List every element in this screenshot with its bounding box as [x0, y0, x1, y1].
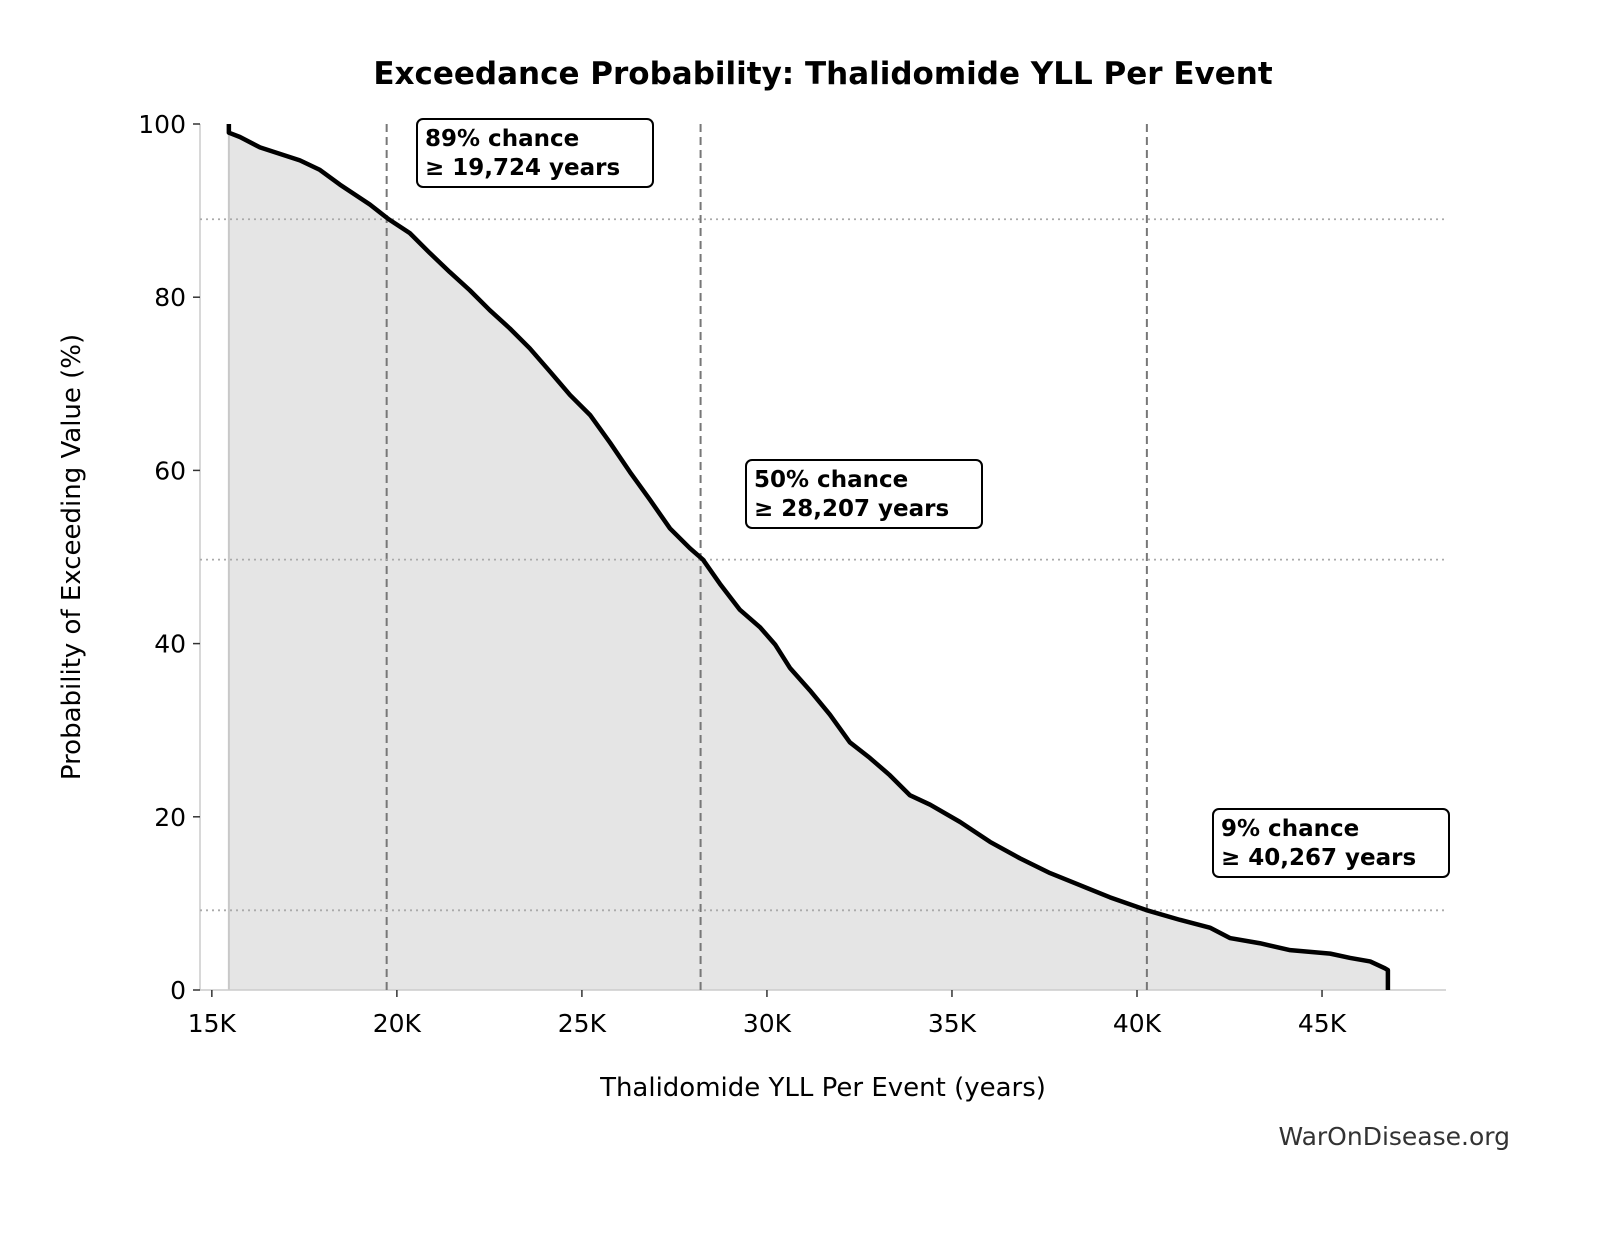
- annotation-line1: 50% chance: [754, 467, 908, 493]
- x-axis-label: Thalidomide YLL Per Event (years): [599, 1073, 1046, 1103]
- x-tick-label: 25K: [558, 1009, 607, 1038]
- annotation-line2: ≥ 19,724 years: [425, 155, 620, 181]
- y-tick-label: 20: [154, 803, 186, 832]
- y-tick-label: 0: [170, 976, 186, 1005]
- annotation-line1: 89% chance: [425, 126, 579, 152]
- x-tick-label: 30K: [743, 1009, 792, 1038]
- y-tick-label: 80: [154, 283, 186, 312]
- watermark: WarOnDisease.org: [1278, 1122, 1510, 1151]
- annotation-box: [416, 118, 654, 188]
- annotation-line1: 9% chance: [1221, 816, 1359, 842]
- annotation-box: [745, 459, 983, 529]
- y-tick-label: 40: [154, 630, 186, 659]
- annotation-line2: ≥ 28,207 years: [754, 496, 949, 522]
- x-tick-label: 45K: [1298, 1009, 1347, 1038]
- chart-title: Exceedance Probability: Thalidomide YLL …: [373, 56, 1273, 92]
- x-tick-label: 40K: [1113, 1009, 1162, 1038]
- x-tick-label: 15K: [188, 1009, 237, 1038]
- annotation-line2: ≥ 40,267 years: [1221, 845, 1416, 871]
- annotation-box: [1212, 808, 1450, 878]
- area-fill: [228, 124, 1388, 990]
- exceedance-curve: [226, 124, 1391, 990]
- y-tick-label: 60: [154, 456, 186, 485]
- x-tick-label: 35K: [928, 1009, 977, 1038]
- y-axis-label: Probability of Exceeding Value (%): [57, 334, 87, 780]
- x-tick-label: 20K: [373, 1009, 422, 1038]
- y-tick-label: 100: [138, 110, 186, 139]
